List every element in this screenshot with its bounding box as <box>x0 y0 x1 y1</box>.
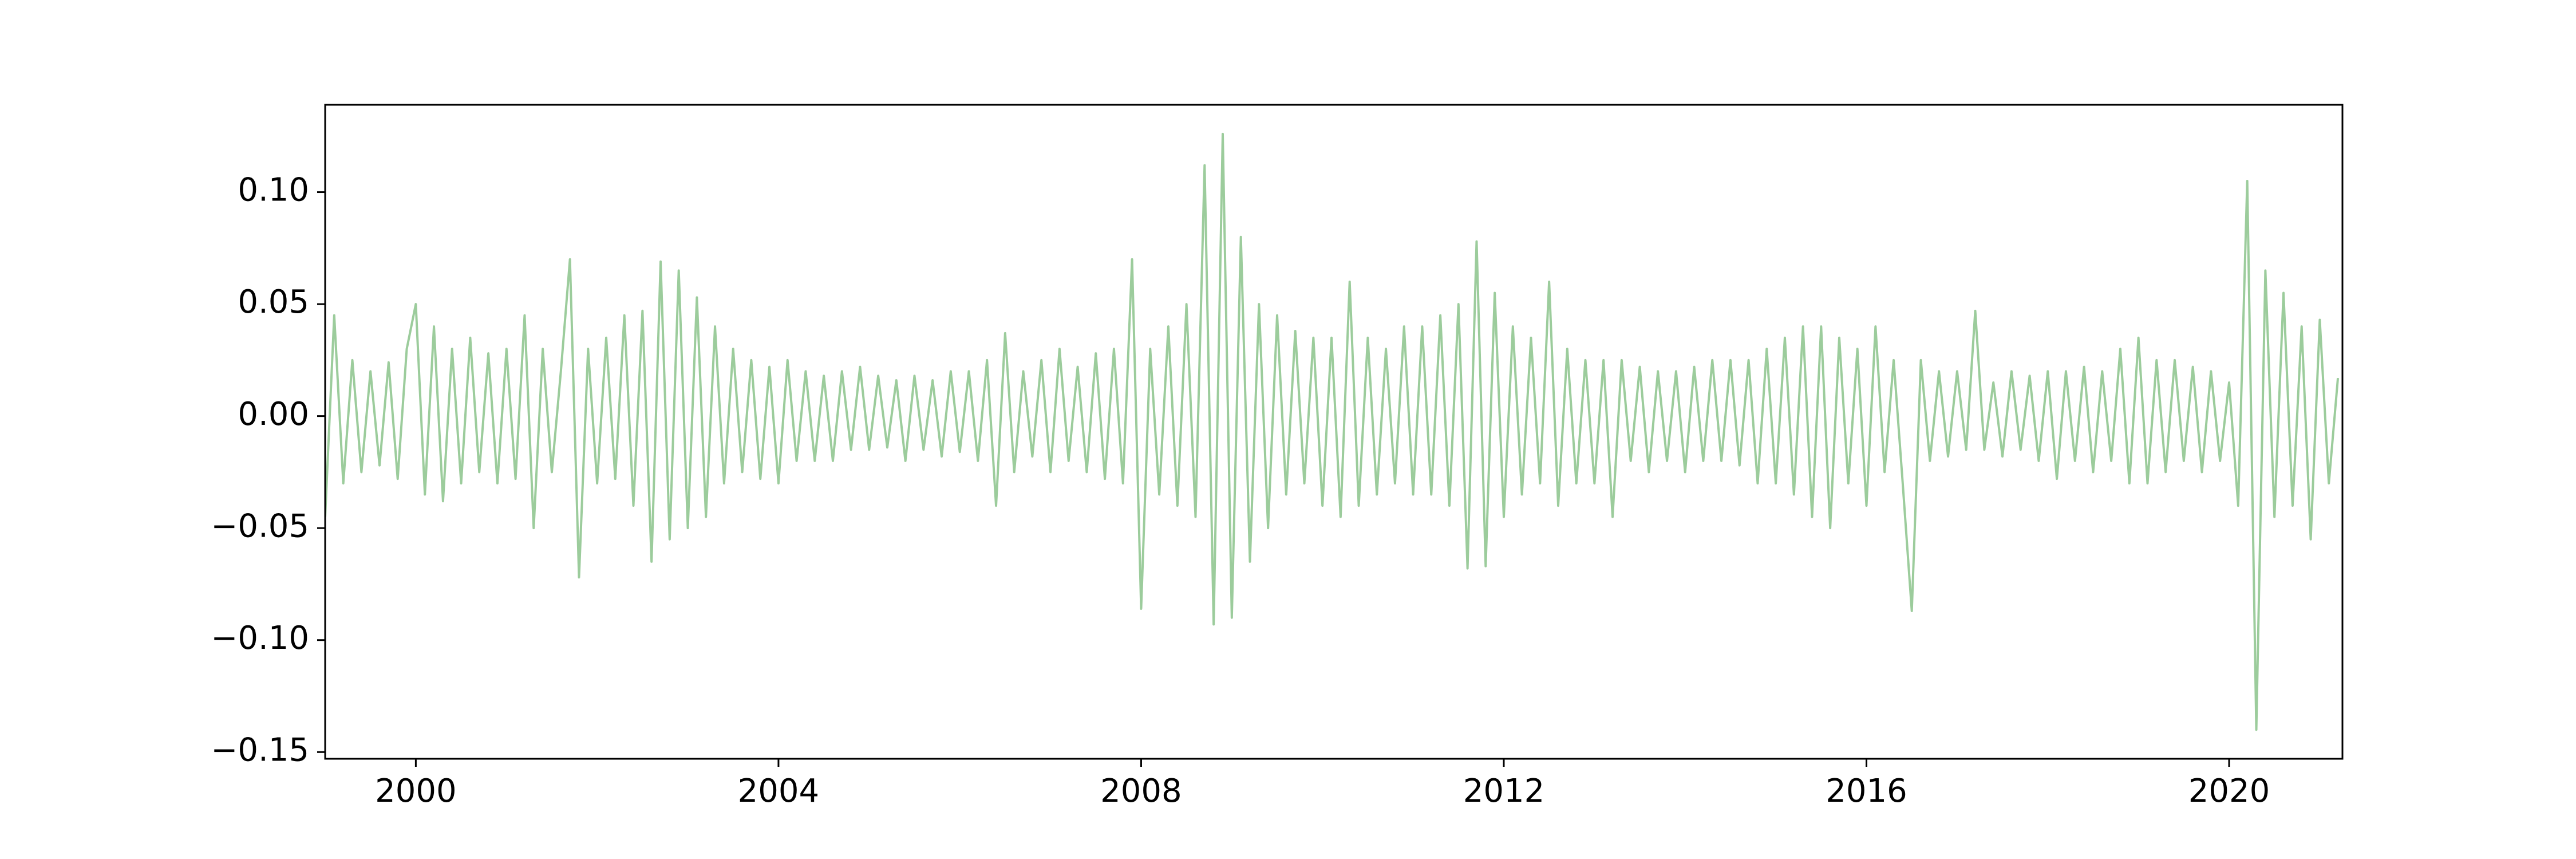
y-tick-label: −0.05 <box>211 507 309 545</box>
y-tick-label: 0.00 <box>238 396 309 433</box>
x-tick-label: 2000 <box>375 773 457 810</box>
y-tick-label: 0.10 <box>238 172 309 209</box>
x-tick-label: 2016 <box>1826 773 1907 810</box>
x-tick-label: 2008 <box>1100 773 1182 810</box>
y-tick-label: −0.15 <box>211 731 309 769</box>
x-tick-label: 2004 <box>738 773 820 810</box>
y-tick-label: 0.05 <box>238 283 309 321</box>
x-tick-label: 2012 <box>1463 773 1545 810</box>
axes-frame <box>324 104 2344 760</box>
x-tick-label: 2020 <box>2188 773 2270 810</box>
series-line <box>325 132 2340 731</box>
y-tick-label: −0.10 <box>211 620 309 657</box>
plot-area <box>325 132 2340 731</box>
